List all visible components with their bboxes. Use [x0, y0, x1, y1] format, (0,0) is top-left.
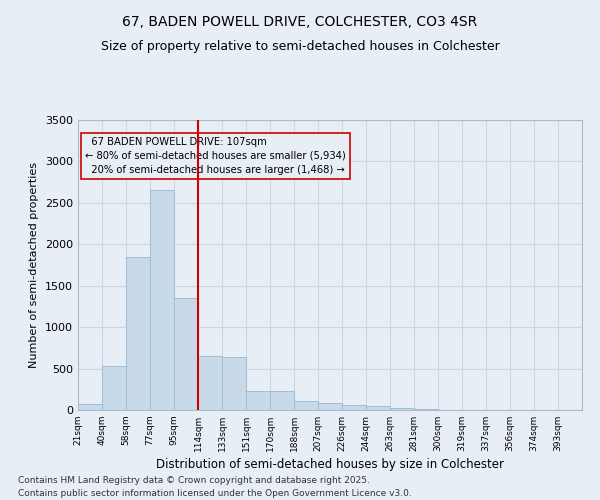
- Bar: [102, 366, 126, 410]
- Bar: [366, 406, 390, 410]
- X-axis label: Distribution of semi-detached houses by size in Colchester: Distribution of semi-detached houses by …: [156, 458, 504, 471]
- Bar: [270, 391, 294, 410]
- Bar: [78, 404, 102, 410]
- Bar: [390, 408, 414, 410]
- Bar: [222, 357, 246, 410]
- Text: 67, BADEN POWELL DRIVE, COLCHESTER, CO3 4SR: 67, BADEN POWELL DRIVE, COLCHESTER, CO3 …: [122, 15, 478, 29]
- Text: 67 BADEN POWELL DRIVE: 107sqm
← 80% of semi-detached houses are smaller (5,934)
: 67 BADEN POWELL DRIVE: 107sqm ← 80% of s…: [85, 136, 346, 174]
- Text: Contains HM Land Registry data © Crown copyright and database right 2025.: Contains HM Land Registry data © Crown c…: [18, 476, 370, 485]
- Bar: [342, 405, 366, 410]
- Bar: [126, 256, 150, 410]
- Bar: [294, 401, 318, 410]
- Text: Contains public sector information licensed under the Open Government Licence v3: Contains public sector information licen…: [18, 488, 412, 498]
- Bar: [246, 391, 270, 410]
- Text: Size of property relative to semi-detached houses in Colchester: Size of property relative to semi-detach…: [101, 40, 499, 53]
- Bar: [150, 190, 174, 410]
- Bar: [198, 356, 222, 410]
- Y-axis label: Number of semi-detached properties: Number of semi-detached properties: [29, 162, 40, 368]
- Bar: [174, 298, 198, 410]
- Bar: [318, 402, 342, 410]
